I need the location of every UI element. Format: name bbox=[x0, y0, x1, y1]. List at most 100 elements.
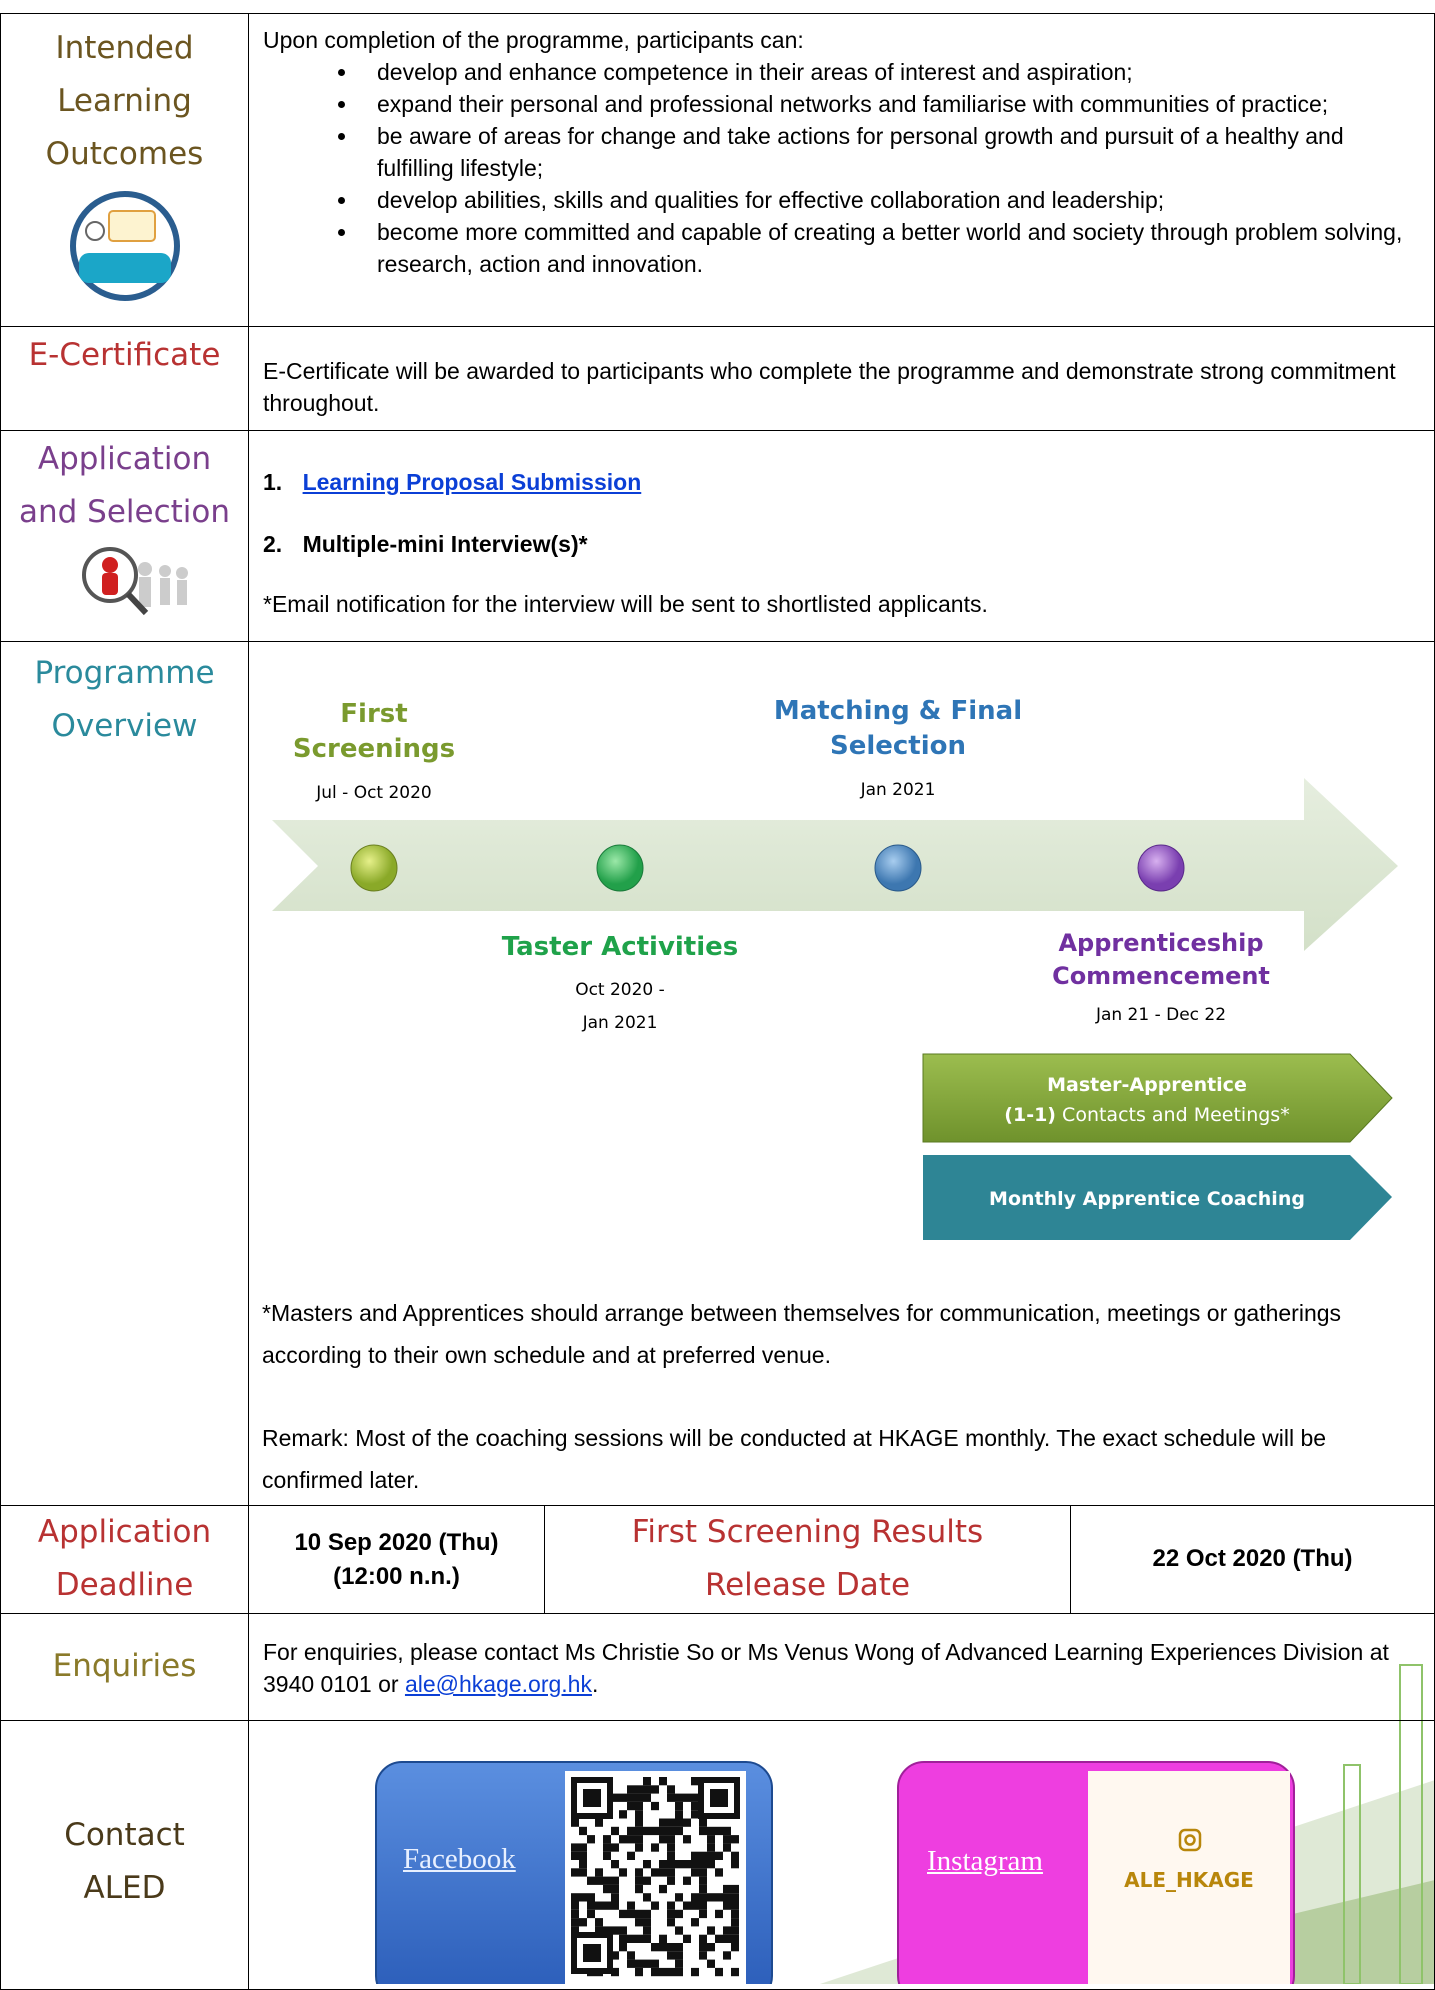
qr-cell bbox=[707, 1943, 715, 1952]
qr-cell bbox=[683, 1835, 691, 1844]
label-line: Intended bbox=[55, 30, 194, 66]
qr-cell bbox=[659, 1835, 667, 1844]
qr-cell bbox=[667, 1943, 675, 1952]
milestone-title: Commencement bbox=[1052, 962, 1270, 990]
qr-cell bbox=[603, 1876, 611, 1885]
qr-cell bbox=[627, 1909, 635, 1919]
deadline-time: (12:00 n.n.) bbox=[333, 1563, 460, 1590]
qr-cell bbox=[731, 1901, 739, 1910]
milestone-date: Jan 2021 bbox=[860, 780, 936, 800]
qr-cell bbox=[667, 1967, 675, 1977]
qr-cell bbox=[667, 1851, 675, 1860]
qr-cell bbox=[699, 1884, 707, 1894]
qr-cell bbox=[667, 1909, 675, 1919]
row-label: Application and Selection bbox=[0, 430, 249, 642]
bar-title: Monthly Apprentice Coaching bbox=[989, 1188, 1305, 1210]
qr-cell bbox=[611, 1901, 619, 1910]
qr-cell bbox=[667, 1951, 675, 1960]
qr-cell bbox=[611, 1793, 619, 1802]
qr-cell bbox=[675, 1967, 683, 1977]
qr-cell bbox=[635, 1868, 643, 1877]
qr-cell bbox=[635, 1959, 643, 1968]
qr-cell bbox=[723, 1826, 731, 1836]
qr-cell bbox=[683, 1793, 691, 1802]
qr-cell bbox=[603, 1901, 611, 1910]
milestone-title: First bbox=[340, 699, 407, 729]
qr-cell bbox=[643, 1777, 651, 1786]
qr-cell bbox=[683, 1876, 691, 1885]
qr-cell bbox=[731, 1918, 739, 1927]
qr-cell bbox=[683, 1934, 691, 1943]
milestone-title: Taster Activities bbox=[502, 932, 739, 962]
qr-cell bbox=[579, 1918, 587, 1927]
step-text: Multiple-mini Interview(s)* bbox=[302, 531, 588, 557]
qr-cell bbox=[571, 1868, 579, 1877]
milestone-date: Oct 2020 - bbox=[575, 980, 665, 1000]
qr-cell bbox=[611, 1967, 619, 1977]
qr-cell bbox=[667, 1876, 675, 1885]
qr-cell bbox=[675, 1810, 683, 1819]
qr-cell bbox=[635, 1909, 643, 1919]
instagram-tag bbox=[1088, 1771, 1290, 1984]
qr-cell bbox=[710, 1789, 728, 1807]
email-link[interactable]: ale@hkage.org.hk bbox=[404, 1671, 592, 1697]
qr-cell bbox=[619, 1909, 627, 1919]
qr-cell bbox=[675, 1943, 683, 1952]
qr-cell bbox=[643, 1826, 651, 1836]
qr-cell bbox=[675, 1826, 683, 1836]
qr-cell bbox=[635, 1826, 643, 1836]
qr-cell bbox=[595, 1918, 603, 1927]
label-line: Overview bbox=[51, 708, 198, 744]
qr-cell bbox=[723, 1893, 731, 1902]
milestone bbox=[596, 844, 644, 892]
milestone-title: Apprenticeship bbox=[1058, 929, 1263, 957]
qr-cell bbox=[675, 1926, 683, 1935]
qr-cell bbox=[619, 1943, 627, 1952]
qr-cell bbox=[707, 1843, 715, 1852]
qr-cell bbox=[603, 1851, 611, 1860]
qr-cell bbox=[635, 1793, 643, 1802]
facebook-link[interactable]: Facebook bbox=[403, 1843, 516, 1875]
qr-cell bbox=[587, 1835, 595, 1844]
proposal-link[interactable]: Learning Proposal Submission bbox=[302, 469, 642, 495]
qr-cell bbox=[683, 1818, 691, 1827]
qr-cell bbox=[619, 1810, 627, 1819]
qr-cell bbox=[723, 1884, 731, 1894]
instagram-link[interactable]: Instagram bbox=[927, 1845, 1043, 1877]
qr-cell bbox=[723, 1901, 731, 1910]
qr-cell bbox=[667, 1785, 675, 1794]
qr-cell bbox=[707, 1826, 715, 1836]
label-line: Release Date bbox=[704, 1567, 911, 1603]
qr-cell bbox=[699, 1893, 707, 1902]
label-line: Programme bbox=[34, 655, 215, 691]
row-label: Programme Overview bbox=[0, 641, 249, 1506]
note: Remark: Most of the coaching sessions wi… bbox=[262, 1425, 1327, 1493]
qr-cell bbox=[603, 1843, 611, 1852]
step: 1. Learning Proposal Submission bbox=[263, 466, 641, 498]
qr-cell bbox=[571, 1901, 579, 1910]
qr-cell bbox=[715, 1851, 723, 1860]
qr-cell bbox=[635, 1818, 643, 1827]
row-content: Upon completion of the programme, partic… bbox=[248, 13, 1435, 327]
qr-cell bbox=[691, 1868, 699, 1877]
qr-cell bbox=[571, 1843, 579, 1852]
qr-cell bbox=[595, 1926, 603, 1935]
qr-cell bbox=[619, 1926, 627, 1935]
step-number: 1. bbox=[263, 469, 283, 495]
outcome: develop and enhance competence in their … bbox=[359, 56, 1420, 88]
qr-cell bbox=[643, 1793, 651, 1802]
qr-cell bbox=[587, 1876, 595, 1885]
row-label: Application Deadline bbox=[0, 1505, 249, 1614]
label-line: Learning bbox=[57, 83, 192, 119]
label-line: Deadline bbox=[55, 1567, 194, 1603]
milestone-title: Selection bbox=[830, 731, 966, 761]
deadline-date: 10 Sep 2020 (Thu) bbox=[294, 1529, 499, 1556]
qr-cell bbox=[731, 1884, 739, 1894]
qr-cell bbox=[635, 1835, 643, 1844]
qr-cell bbox=[627, 1826, 635, 1836]
qr-cell bbox=[691, 1851, 699, 1860]
row-content: 1. Learning Proposal Submission 2. Multi… bbox=[248, 430, 1435, 642]
qr-cell bbox=[611, 1884, 619, 1894]
